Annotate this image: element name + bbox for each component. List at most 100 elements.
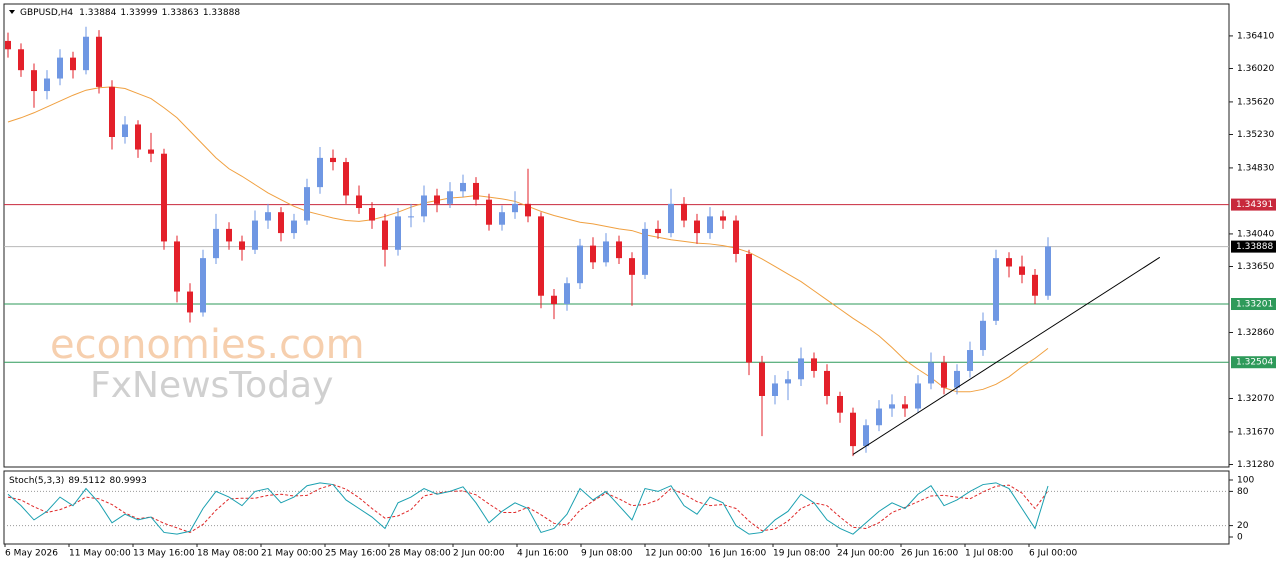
candle-body — [44, 78, 50, 92]
candle-body — [161, 153, 167, 242]
x-tick-label: 25 May 16:00 — [325, 549, 387, 559]
open: 1.33884 — [79, 8, 116, 18]
candle-body — [1045, 246, 1051, 296]
candle-body — [148, 149, 154, 154]
candle-body — [941, 362, 947, 388]
candle-body — [980, 320, 986, 351]
candle-body — [499, 212, 505, 225]
stoch-name: Stoch(5,3,3) — [9, 476, 64, 486]
stoch-signal: 80.9993 — [110, 476, 147, 486]
candle-body — [889, 404, 895, 409]
x-tick-label: 11 May 00:00 — [69, 549, 131, 559]
y-tick-label: 1.34830 — [1237, 163, 1274, 173]
candle-body — [603, 241, 609, 263]
candle-body — [915, 383, 921, 409]
y-tick-label: 1.35620 — [1237, 97, 1274, 107]
x-tick-label: 13 May 16:00 — [133, 549, 195, 559]
price-label-box — [1231, 298, 1276, 311]
y-tick-label: 1.32860 — [1237, 328, 1274, 338]
candle-body — [330, 157, 336, 163]
price-label-box — [1231, 240, 1276, 253]
stoch-main: 89.5112 — [68, 476, 105, 486]
candle-body — [278, 212, 284, 234]
candle-body — [434, 195, 440, 204]
price-label: 1.33201 — [1236, 300, 1273, 310]
candle-body — [863, 425, 869, 447]
candle-body — [954, 370, 960, 388]
candle-body — [200, 258, 206, 313]
price-label: 1.32504 — [1236, 358, 1273, 368]
candle-body — [928, 362, 934, 384]
candle-body — [1006, 258, 1012, 267]
y-tick-label: 1.31670 — [1237, 427, 1274, 437]
candle-body — [83, 36, 89, 71]
candle-body — [902, 404, 908, 409]
price-label: 1.34391 — [1236, 200, 1273, 210]
watermark: FxNewsToday — [90, 365, 333, 406]
price-label: 1.33888 — [1236, 242, 1273, 252]
candle-body — [538, 216, 544, 296]
candle-body — [460, 182, 466, 192]
x-tick-label: 1 Jul 08:00 — [965, 549, 1014, 559]
candle-body — [694, 220, 700, 234]
menu-arrow[interactable] — [9, 10, 15, 14]
x-tick-label: 19 Jun 08:00 — [773, 549, 830, 559]
candle-body — [5, 40, 11, 50]
candle-body — [824, 370, 830, 396]
main-panel — [3, 3, 1230, 468]
candle-body — [135, 124, 141, 150]
x-tick-label: 6 Jul 00:00 — [1029, 549, 1078, 559]
x-tick-label: 26 Jun 16:00 — [901, 549, 958, 559]
candle-body — [967, 350, 973, 371]
candle-body — [304, 187, 310, 221]
candle-body — [993, 258, 999, 321]
candle-body — [707, 216, 713, 234]
candle-body — [265, 212, 271, 221]
price-label-box — [1231, 356, 1276, 369]
candle-body — [187, 291, 193, 313]
candle-body — [408, 216, 414, 218]
candle-body — [356, 195, 362, 209]
candle-body — [616, 241, 622, 259]
candle-body — [31, 70, 37, 92]
y-tick-label: 1.33650 — [1237, 262, 1274, 272]
candle-body — [577, 245, 583, 284]
candle-body — [629, 258, 635, 275]
stoch-tick-label: 80 — [1237, 487, 1249, 497]
trend-line — [852, 256, 1161, 455]
candle-body — [382, 220, 388, 250]
candle-body — [1032, 274, 1038, 296]
x-tick-label: 9 Jun 08:00 — [581, 549, 633, 559]
high: 1.33999 — [120, 8, 157, 18]
candle-body — [213, 228, 219, 259]
x-tick-label: 4 Jun 16:00 — [517, 549, 569, 559]
candle-body — [1019, 266, 1025, 275]
candle-body — [512, 203, 518, 213]
candle-body — [746, 253, 752, 363]
y-tick-label: 1.31280 — [1237, 460, 1274, 470]
y-tick-label: 1.35230 — [1237, 130, 1274, 140]
candle-body — [551, 295, 557, 305]
y-tick-label: 1.34040 — [1237, 229, 1274, 239]
candle-body — [772, 383, 778, 396]
close: 1.33888 — [203, 8, 240, 18]
candle-body — [174, 241, 180, 292]
candle-body — [317, 157, 323, 188]
stoch-panel — [3, 470, 1230, 545]
candle-body — [447, 191, 453, 204]
stoch-tick-label: 0 — [1237, 533, 1243, 543]
header: GBPUSD,H4 1.33884 1.33999 1.33863 1.33888 — [20, 8, 240, 18]
candle-body — [369, 208, 375, 221]
candle-body — [720, 216, 726, 221]
stoch-header: Stoch(5,3,3) 89.5112 80.9993 — [9, 476, 147, 486]
x-tick-label: 24 Jun 00:00 — [837, 549, 894, 559]
x-tick-label: 16 Jun 16:00 — [709, 549, 766, 559]
candle-body — [564, 283, 570, 305]
candle-body — [525, 203, 531, 217]
candle-body — [785, 379, 791, 384]
x-tick-label: 6 May 2026 — [5, 549, 58, 559]
stoch-signal — [7, 484, 1049, 533]
y-tick-label: 1.32070 — [1237, 394, 1274, 404]
